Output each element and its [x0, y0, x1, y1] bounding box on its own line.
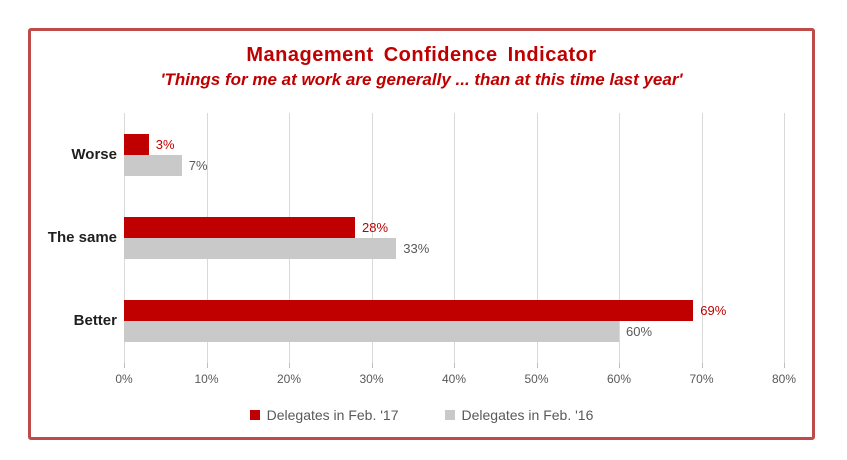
chart-title: Management Confidence Indicator — [246, 44, 597, 66]
bar-delegates-in-feb-16-the-same — [124, 238, 397, 259]
axis-tick-40 — [454, 363, 455, 368]
data-label-delegates-in-feb-16-the-same: 33% — [403, 241, 430, 256]
x-tick-label-70: 70% — [689, 372, 714, 386]
axis-tick-20 — [289, 363, 290, 368]
axis-tick-70 — [701, 363, 703, 368]
legend-item-delegates-in-feb-16: Delegates in Feb. '16 — [444, 407, 594, 423]
bar-delegates-in-feb-16-worse — [124, 154, 182, 176]
legend: Delegates in Feb. '17 Delegates in Feb. '… — [31, 407, 812, 423]
legend-label-delegates-in-feb-17: Delegates in Feb. '17 — [266, 407, 399, 423]
axis-tick-60 — [619, 363, 620, 368]
data-label-delegates-in-feb-16-better: 60% — [626, 324, 653, 340]
category-label-the-same: The same — [47, 229, 117, 246]
legend-marker-delegates-in-feb-16 — [444, 410, 455, 420]
axis-tick-10 — [206, 363, 208, 368]
x-tick-label-50: 50% — [524, 372, 549, 386]
chart-subtitle: 'Things for me at work are generally ...… — [160, 70, 683, 89]
legend-marker-delegates-in-feb-17 — [249, 410, 260, 420]
x-tick-label-20: 20% — [276, 372, 302, 386]
category-axis: Worse The same Better — [41, 113, 117, 363]
legend-label-delegates-in-feb-16: Delegates in Feb. '16 — [461, 407, 594, 423]
data-label-delegates-in-feb-17-the-same: 28% — [362, 220, 389, 235]
gridline-60 — [619, 113, 620, 363]
bar-delegates-in-feb-17-better — [124, 300, 694, 322]
legend-item-delegates-in-feb-17: Delegates in Feb. '17 — [249, 407, 399, 423]
bar-delegates-in-feb-17-the-same — [124, 217, 355, 238]
plot-area: 3% 7% 28% 33% 69% 60% — [124, 113, 785, 368]
value-axis: 0% 10% 20% 30% 40% 50% 60% 70% 80% — [115, 372, 796, 388]
bar-delegates-in-feb-17-worse — [124, 133, 149, 155]
data-label-delegates-in-feb-17-better: 69% — [700, 303, 727, 319]
axis-tick-30 — [371, 363, 373, 368]
x-tick-label-80: 80% — [771, 372, 797, 386]
gridline-40 — [454, 113, 455, 363]
x-tick-label-40: 40% — [441, 372, 467, 386]
axis-tick-80 — [784, 363, 785, 368]
x-tick-label-0: 0% — [115, 372, 133, 386]
gridline-70 — [701, 113, 703, 363]
axis-tick-50 — [536, 363, 538, 368]
category-label-better: Better — [73, 312, 117, 330]
gridline-50 — [536, 113, 538, 363]
gridline-80 — [784, 113, 785, 363]
chart-frame: Management Confidence Indicator 'Things … — [28, 28, 815, 440]
data-label-delegates-in-feb-16-worse: 7% — [188, 157, 208, 173]
data-label-delegates-in-feb-17-worse: 3% — [155, 136, 175, 152]
axis-tick-0 — [124, 363, 125, 368]
category-label-worse: Worse — [71, 145, 117, 163]
x-tick-label-60: 60% — [606, 372, 632, 386]
x-tick-label-10: 10% — [194, 372, 219, 386]
bar-delegates-in-feb-16-better — [124, 321, 619, 343]
x-tick-label-30: 30% — [359, 372, 384, 386]
